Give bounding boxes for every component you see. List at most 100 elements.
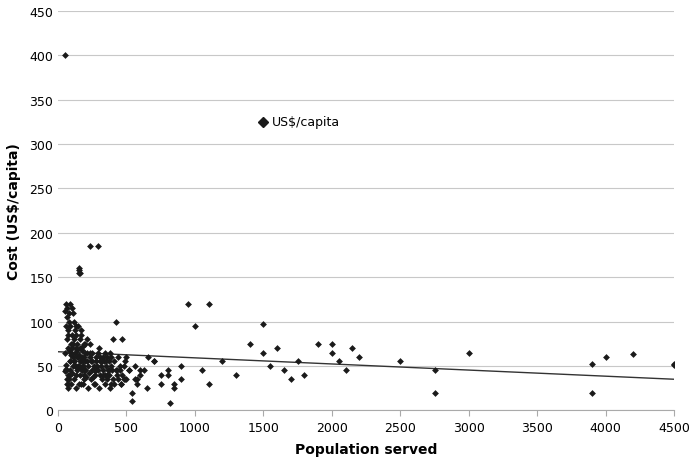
Point: [80, 349, 91, 357]
Point: [59, 307, 70, 315]
Point: [72, 354, 84, 361]
Point: [106, 354, 117, 361]
Point: [98, 367, 109, 374]
Point: [69, 327, 80, 334]
Point: [135, 371, 146, 379]
Point: [62, 345, 73, 352]
Point: [103, 367, 114, 374]
Point: [82, 363, 93, 370]
Point: [89, 367, 100, 374]
Point: [326, 340, 337, 348]
Point: [132, 380, 143, 388]
Point: [102, 375, 113, 383]
Point: [98, 371, 109, 379]
Point: [77, 367, 88, 374]
Point: [105, 349, 116, 357]
Point: [91, 363, 102, 370]
Point: [627, 350, 638, 357]
Point: [95, 363, 107, 370]
Point: [68, 358, 79, 365]
Point: [105, 380, 116, 388]
Point: [92, 349, 103, 357]
Point: [72, 346, 83, 354]
Point: [62, 327, 73, 334]
Point: [84, 354, 95, 361]
Point: [77, 363, 89, 370]
Point: [79, 367, 91, 374]
Point: [89, 380, 100, 388]
Point: [231, 371, 242, 379]
Point: [586, 389, 597, 396]
Point: [59, 349, 70, 357]
Point: [155, 380, 167, 388]
Point: [86, 367, 97, 374]
Point: [109, 380, 120, 388]
Point: [68, 358, 79, 365]
Point: [66, 369, 77, 377]
Point: [244, 340, 255, 348]
Point: [64, 371, 75, 379]
Point: [77, 343, 89, 350]
Point: [64, 367, 75, 374]
Point: [73, 380, 84, 388]
Point: [61, 375, 72, 383]
Point: [66, 349, 77, 357]
Point: [70, 363, 81, 370]
Point: [78, 380, 89, 388]
Point: [82, 385, 93, 392]
Point: [68, 309, 79, 317]
Point: [63, 309, 75, 317]
Point: [340, 367, 351, 374]
Point: [85, 375, 96, 383]
Point: [112, 371, 123, 379]
Point: [586, 361, 597, 368]
Point: [429, 367, 440, 374]
Point: [81, 373, 92, 381]
Point: [72, 363, 84, 370]
Point: [66, 380, 77, 388]
Point: [103, 358, 114, 365]
Point: [67, 340, 78, 348]
Point: [85, 358, 96, 365]
Point: [81, 336, 92, 343]
Point: [123, 367, 135, 374]
Point: [73, 265, 84, 272]
Point: [139, 367, 150, 374]
Point: [96, 375, 107, 383]
Point: [113, 375, 124, 383]
Point: [89, 371, 100, 379]
Point: [75, 358, 86, 365]
Point: [148, 358, 160, 365]
Point: [88, 363, 99, 370]
Point: [62, 371, 73, 379]
Point: [75, 269, 86, 277]
Point: [113, 354, 124, 361]
Point: [65, 323, 76, 330]
Point: [66, 349, 77, 357]
Point: [116, 380, 127, 388]
Point: [668, 361, 680, 368]
Point: [67, 354, 78, 361]
Point: [141, 385, 153, 392]
Point: [71, 354, 82, 361]
Point: [72, 323, 84, 330]
Point: [155, 371, 167, 379]
Point: [116, 380, 127, 388]
Point: [88, 380, 99, 388]
Point: [333, 358, 344, 365]
Point: [75, 327, 86, 334]
Point: [78, 363, 89, 370]
Point: [117, 371, 128, 379]
Point: [91, 367, 102, 374]
Point: [93, 367, 104, 374]
Point: [79, 354, 90, 361]
Point: [102, 367, 114, 374]
Point: [70, 323, 82, 330]
Point: [75, 371, 86, 379]
Point: [100, 358, 112, 365]
Point: [69, 375, 80, 383]
Point: [66, 340, 77, 348]
Point: [95, 358, 106, 365]
Point: [118, 363, 130, 370]
Point: [61, 380, 72, 388]
